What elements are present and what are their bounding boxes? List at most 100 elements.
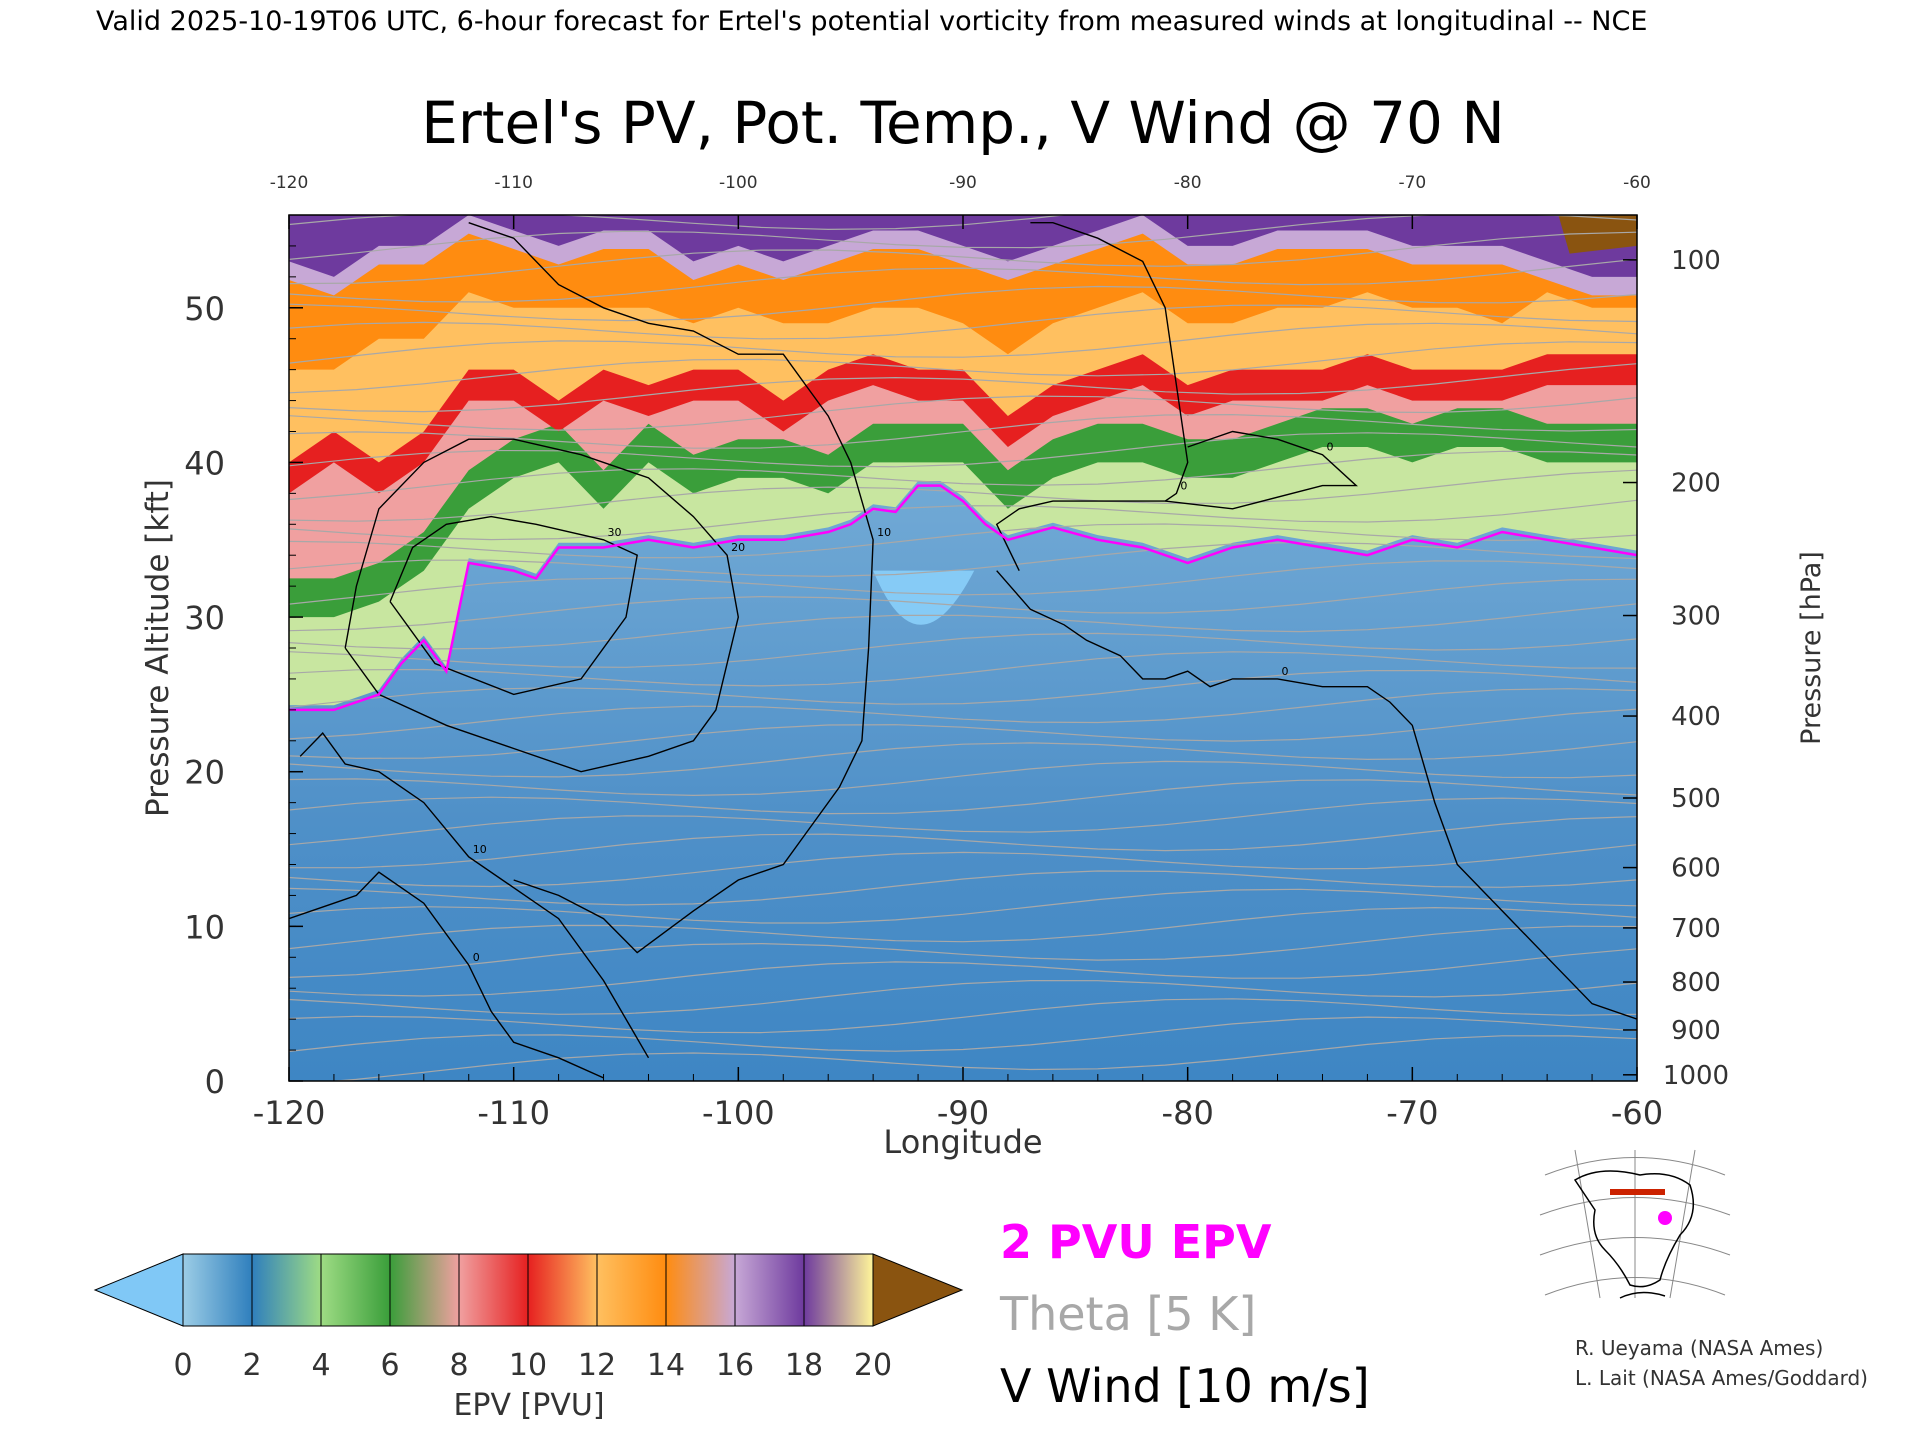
top-x-tick-label: -110 xyxy=(494,173,533,193)
colorbar-over-arrow xyxy=(872,1253,964,1327)
top-x-tick-label: -60 xyxy=(1623,173,1651,193)
legend-vwind: V Wind [10 m/s] xyxy=(1000,1359,1370,1413)
pressure-tick-label: 300 xyxy=(1671,602,1721,632)
colorbar-under-arrow xyxy=(93,1253,184,1327)
epv-band-lavender xyxy=(289,215,1637,296)
v-wind-contour-label: 0 xyxy=(473,951,480,964)
v-wind-contour xyxy=(289,871,604,1079)
colorbar-tick-label: 16 xyxy=(716,1348,754,1383)
colorbar-segment xyxy=(596,1253,667,1327)
theta-contour xyxy=(289,844,1637,888)
x-axis-label: Longitude xyxy=(883,1123,1042,1161)
theta-contour xyxy=(289,979,1637,1015)
theta-contour xyxy=(289,1016,1637,1052)
colorbar-segment xyxy=(458,1253,529,1327)
y-tick-label: 50 xyxy=(184,290,225,328)
theta-contour xyxy=(289,603,1637,650)
pressure-tick-label: 800 xyxy=(1671,968,1721,998)
y-tick-label: 0 xyxy=(205,1063,225,1101)
y-axis-label-left: Pressure Altitude [kft] xyxy=(140,479,176,817)
theta-contour xyxy=(289,870,1637,906)
colorbar-tick-label: 14 xyxy=(647,1348,685,1383)
theta-contour xyxy=(289,651,1637,687)
colorbar-segment xyxy=(803,1253,874,1327)
theta-contour xyxy=(289,888,1637,924)
colorbar-tick-label: 12 xyxy=(578,1348,616,1383)
plot-area: 10 30 20 10 0 0 0 0 xyxy=(289,215,1637,1081)
theta-contour xyxy=(289,285,1637,322)
top-x-tick-label: -100 xyxy=(719,173,758,193)
pressure-tick-label: 1000 xyxy=(1663,1061,1729,1091)
epv-band-orange xyxy=(289,215,1637,370)
theta-contour xyxy=(289,499,1637,541)
theta-contour xyxy=(289,906,1637,950)
valid-time-header: Valid 2025-10-19T06 UTC, 6-hour forecast… xyxy=(96,6,1647,37)
colorbar-segment xyxy=(734,1253,805,1327)
epv-over-patch xyxy=(1558,215,1637,254)
theta-contour xyxy=(289,322,1637,364)
legend-theta: Theta [5 K] xyxy=(999,1287,1256,1341)
v-wind-contour xyxy=(344,438,740,773)
v-wind-contour-label: 0 xyxy=(1282,665,1289,678)
credit-line-2: L. Lait (NASA Ames/Goddard) xyxy=(1575,1366,1868,1390)
x-tick-label: -90 xyxy=(937,1094,989,1132)
theta-contour xyxy=(289,670,1637,708)
theta-contour xyxy=(289,760,1637,797)
theta-contour xyxy=(289,632,1637,668)
theta-contour xyxy=(289,948,1637,997)
y-tick-label: 10 xyxy=(184,908,225,946)
legend: 2 PVU EPV Theta [5 K] V Wind [10 m/s] xyxy=(999,1215,1370,1413)
locator-map xyxy=(1535,1149,1735,1299)
v-wind-contour-label: 10 xyxy=(877,526,891,539)
credit-line-1: R. Ueyama (NASA Ames) xyxy=(1575,1336,1823,1360)
x-tick-label: -110 xyxy=(477,1094,550,1132)
v-wind-contour-label: 0 xyxy=(1180,479,1187,492)
x-tick-label: -60 xyxy=(1611,1094,1663,1132)
theta-contour xyxy=(289,816,1637,869)
colorbar-segment xyxy=(251,1253,322,1327)
pressure-tick-label: 200 xyxy=(1671,469,1721,499)
v-wind-contour-label: 0 xyxy=(1326,441,1333,454)
legend-2pvu: 2 PVU EPV xyxy=(1000,1215,1272,1269)
theta-contour xyxy=(289,998,1637,1034)
theta-contour xyxy=(289,560,1637,605)
v-wind-contour xyxy=(389,515,638,696)
top-x-tick-label: -120 xyxy=(270,173,309,193)
theta-contour xyxy=(289,797,1637,846)
colorbar-label: EPV [PVU] xyxy=(453,1388,604,1423)
theta-contour xyxy=(289,413,1637,449)
colorbar-tick-label: 6 xyxy=(380,1348,399,1383)
theta-contour xyxy=(289,741,1637,778)
colorbar-tick-label: 18 xyxy=(785,1348,823,1383)
chart-title: Ertel's PV, Pot. Temp., V Wind @ 70 N xyxy=(421,89,1504,157)
pressure-tick-label: 900 xyxy=(1671,1016,1721,1046)
v-wind-contour xyxy=(996,570,1637,1020)
v-wind-contour xyxy=(995,222,1189,572)
colorbar-segment xyxy=(389,1253,460,1327)
x-tick-label: -120 xyxy=(253,1094,326,1132)
colorbar-tick-label: 8 xyxy=(449,1348,468,1383)
theta-contour xyxy=(289,395,1637,431)
v-wind-contour-label: 30 xyxy=(608,526,622,539)
theta-contour xyxy=(289,258,1637,303)
v-wind-contour xyxy=(468,222,874,954)
theta-contour xyxy=(289,779,1637,815)
colorbar-segment xyxy=(320,1253,391,1327)
theta-contour xyxy=(289,432,1637,468)
theta-contour xyxy=(289,578,1637,632)
pressure-tick-label: 100 xyxy=(1671,246,1721,276)
colorbar-segment xyxy=(182,1253,253,1327)
theta-contours xyxy=(289,215,1637,1081)
pv-2pvu-line-group xyxy=(289,484,1637,712)
theta-contour xyxy=(289,341,1637,394)
pv-2pvu-line xyxy=(289,484,1637,712)
top-x-tick-label: -70 xyxy=(1398,173,1426,193)
axes: -120 -120 -110 -110 -100 -100 -90 -90 -80 -80 -70 -… xyxy=(184,173,1729,1132)
epv-under-patch xyxy=(873,570,975,625)
theta-contour xyxy=(289,541,1637,578)
v-wind-contour xyxy=(299,732,650,1059)
epv-band-purple xyxy=(289,215,1637,277)
v-wind-contour xyxy=(1165,430,1358,510)
pressure-tick-label: 400 xyxy=(1671,702,1721,732)
